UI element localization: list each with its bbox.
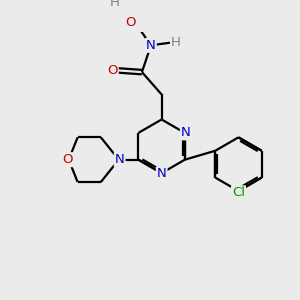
Text: O: O xyxy=(125,16,136,28)
Text: N: N xyxy=(181,126,190,140)
Text: O: O xyxy=(63,153,73,166)
Text: N: N xyxy=(146,39,156,52)
Text: N: N xyxy=(115,153,124,166)
Text: N: N xyxy=(157,167,166,181)
Text: H: H xyxy=(171,36,181,49)
Text: O: O xyxy=(107,64,118,77)
Text: H: H xyxy=(109,0,119,9)
Text: Cl: Cl xyxy=(232,186,245,199)
